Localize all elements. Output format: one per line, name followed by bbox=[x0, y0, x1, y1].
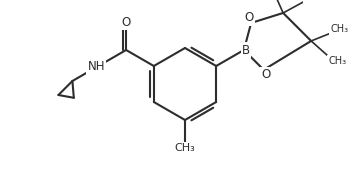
Text: O: O bbox=[245, 12, 254, 24]
Text: O: O bbox=[261, 68, 270, 81]
Text: NH: NH bbox=[88, 61, 105, 73]
Text: O: O bbox=[121, 15, 131, 29]
Text: B: B bbox=[242, 44, 250, 56]
Text: CH₃: CH₃ bbox=[330, 24, 348, 34]
Text: CH₃: CH₃ bbox=[304, 0, 322, 2]
Text: CH₃: CH₃ bbox=[328, 56, 346, 66]
Text: CH₃: CH₃ bbox=[175, 143, 196, 153]
